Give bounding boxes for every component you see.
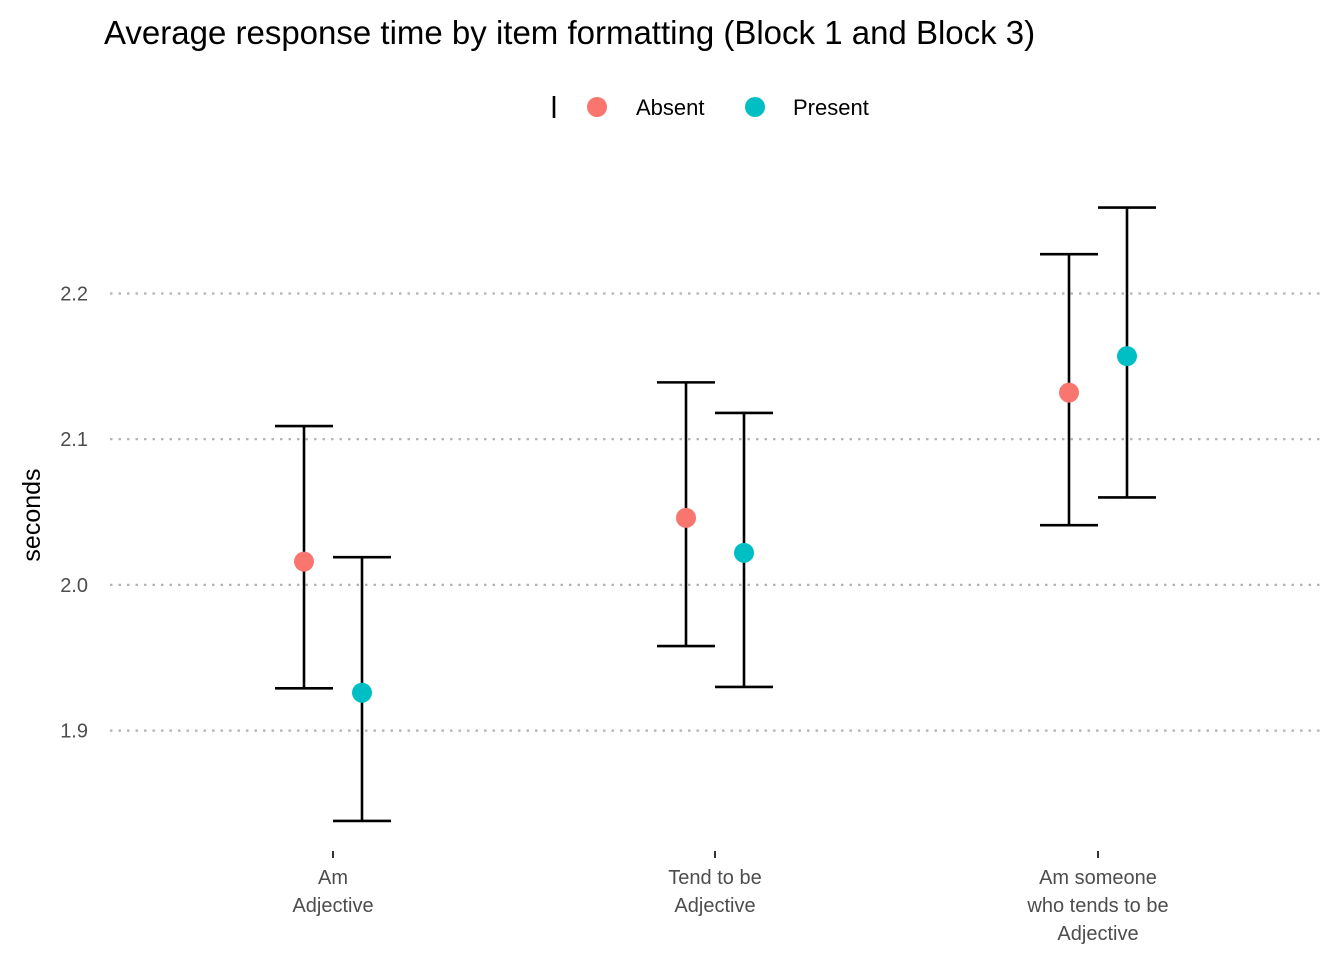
y-axis-title: seconds bbox=[18, 468, 46, 561]
data-point bbox=[1059, 382, 1079, 403]
y-tick-label: 1.9 bbox=[60, 721, 88, 743]
data-point bbox=[352, 682, 372, 703]
legend-label: Present bbox=[793, 95, 869, 120]
y-axis-ticks: 1.9 2.0 2.1 2.2 bbox=[60, 284, 88, 743]
chart-title: Average response time by item formatting… bbox=[104, 14, 1035, 51]
data-point bbox=[734, 542, 754, 563]
plot-marks bbox=[275, 206, 1156, 823]
legend: Absent Present bbox=[552, 95, 869, 120]
data-point bbox=[1117, 346, 1137, 367]
data-point bbox=[294, 551, 314, 572]
y-tick-label: 2.1 bbox=[60, 429, 88, 451]
gridlines bbox=[110, 292, 1324, 732]
legend-swatch bbox=[745, 97, 765, 117]
legend-swatch bbox=[587, 97, 607, 117]
x-tick-label: Am Adjective bbox=[292, 867, 373, 917]
x-tick-label: Am someone who tends to be Adjective bbox=[1026, 867, 1168, 945]
x-tick-label: Tend to be Adjective bbox=[668, 867, 761, 917]
data-point bbox=[676, 507, 696, 528]
legend-label: Absent bbox=[636, 95, 705, 120]
y-tick-label: 2.2 bbox=[60, 284, 88, 306]
x-axis-ticks: Am Adjective Tend to be Adjective Am someone… bbox=[292, 851, 1169, 945]
y-tick-label: 2.0 bbox=[60, 575, 88, 597]
